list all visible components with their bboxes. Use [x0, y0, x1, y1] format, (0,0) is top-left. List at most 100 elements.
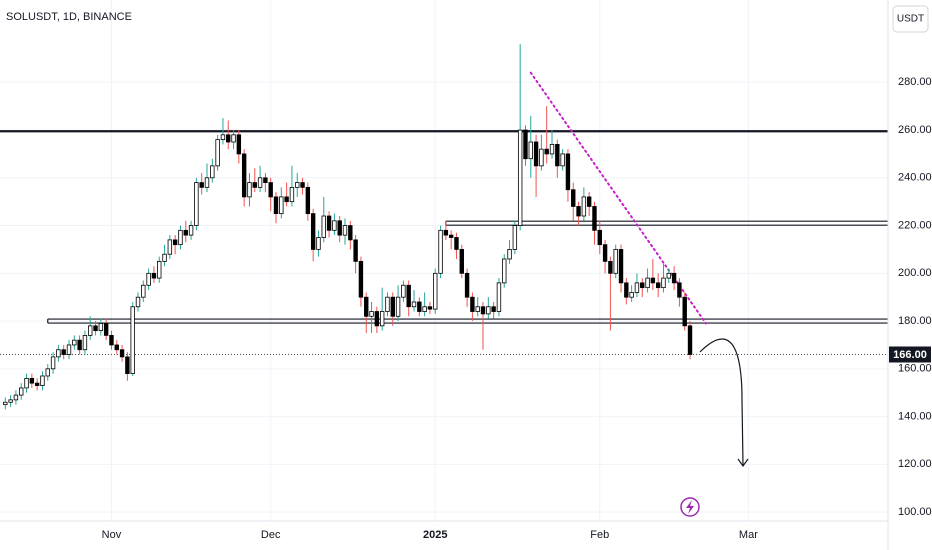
- candle-body: [300, 182, 305, 188]
- candle-body: [645, 277, 650, 289]
- candle-body: [374, 311, 380, 327]
- candle-body: [406, 284, 411, 308]
- candle-body: [523, 129, 528, 160]
- candle-body: [247, 182, 252, 198]
- candle-body: [263, 177, 268, 183]
- candle-body: [592, 206, 597, 231]
- candle-body: [677, 282, 682, 298]
- last-price-label: 166.00: [893, 349, 927, 361]
- candle-body: [50, 356, 56, 370]
- candle-body: [98, 323, 104, 332]
- candle-body: [119, 349, 125, 358]
- candle-body: [231, 134, 236, 143]
- candle-body: [215, 139, 220, 167]
- candle-body: [565, 153, 571, 191]
- candle-body: [422, 306, 427, 312]
- candle-body: [103, 323, 109, 336]
- candle-body: [385, 296, 390, 312]
- candle-body: [342, 225, 348, 236]
- candle-body: [19, 387, 24, 396]
- candle-body: [687, 325, 693, 355]
- y-tick-label: 280.00: [898, 76, 932, 88]
- y-tick-label: 200.00: [898, 267, 932, 279]
- candle-body: [236, 134, 242, 155]
- candle-body: [358, 260, 364, 298]
- candle-body: [56, 349, 61, 358]
- candle-body: [268, 182, 273, 198]
- candle-body: [512, 225, 518, 250]
- candle-body: [109, 334, 114, 346]
- trend-line: [529, 71, 707, 325]
- candle-body: [146, 272, 151, 286]
- candle-body: [459, 249, 464, 274]
- x-tick-label: Feb: [590, 529, 609, 541]
- candle-body: [316, 237, 321, 250]
- candle-body: [125, 356, 130, 375]
- candle-body: [507, 249, 512, 260]
- candle-body: [45, 368, 50, 377]
- candle-body: [257, 177, 263, 188]
- candle-body: [172, 239, 178, 246]
- candle-body: [655, 282, 661, 289]
- candle-body: [661, 277, 666, 289]
- candle-body: [295, 182, 300, 188]
- candle-body: [77, 339, 82, 351]
- candle-body: [162, 253, 167, 262]
- candle-body: [417, 301, 422, 312]
- candle-body: [289, 186, 295, 203]
- candle-body: [502, 258, 507, 284]
- candle-body: [157, 260, 162, 279]
- candle-body: [284, 196, 289, 203]
- candle-body: [438, 229, 443, 274]
- candle-body: [326, 215, 332, 231]
- candle-body: [634, 282, 640, 293]
- candle-body: [576, 206, 581, 217]
- candle-body: [29, 377, 35, 384]
- candle-body: [204, 177, 210, 188]
- candle-body: [560, 153, 565, 167]
- candle-body: [571, 189, 576, 207]
- candle-body: [470, 296, 475, 312]
- candle-body: [135, 296, 141, 308]
- candle-body: [210, 165, 215, 179]
- arrow-head: [737, 458, 749, 468]
- lightning: [686, 500, 694, 514]
- candle-body: [411, 301, 417, 308]
- currency-label[interactable]: USDT: [897, 14, 924, 25]
- candle-body: [364, 296, 369, 317]
- x-tick-label: Mar: [739, 529, 758, 541]
- candle-body: [613, 249, 618, 274]
- projection-arrow: [699, 338, 744, 466]
- currency-button[interactable]: [892, 5, 929, 33]
- candle-body: [348, 225, 353, 241]
- candle-body: [549, 143, 555, 155]
- candle-body: [321, 215, 326, 238]
- candle-body: [533, 141, 539, 167]
- candle-body: [369, 311, 374, 317]
- candle-body: [167, 239, 173, 255]
- candle-body: [82, 334, 88, 351]
- y-tick-label: 140.00: [898, 410, 932, 422]
- candle-body: [13, 394, 19, 401]
- candle-body: [8, 399, 13, 403]
- x-tick-label: Nov: [102, 529, 122, 541]
- candle-body: [427, 306, 433, 310]
- candle-body: [72, 339, 77, 346]
- candle-body: [178, 229, 183, 246]
- x-tick-label: 2025: [423, 529, 447, 541]
- candle-body: [544, 148, 549, 155]
- candle-body: [188, 225, 194, 236]
- chart-title: SOLUSDT, 1D, BINANCE: [6, 11, 132, 23]
- candle-body: [475, 306, 480, 312]
- candle-body: [279, 196, 284, 215]
- candle-body: [480, 306, 486, 315]
- candle-body: [395, 296, 401, 317]
- y-tick-label: 240.00: [898, 172, 932, 184]
- y-tick-label: 220.00: [898, 219, 932, 231]
- candle-body: [130, 306, 135, 375]
- candle-body: [199, 182, 204, 188]
- y-tick-label: 100.00: [898, 506, 932, 518]
- candle-body: [618, 249, 624, 284]
- candle-body: [24, 377, 29, 389]
- candle-body: [624, 282, 629, 298]
